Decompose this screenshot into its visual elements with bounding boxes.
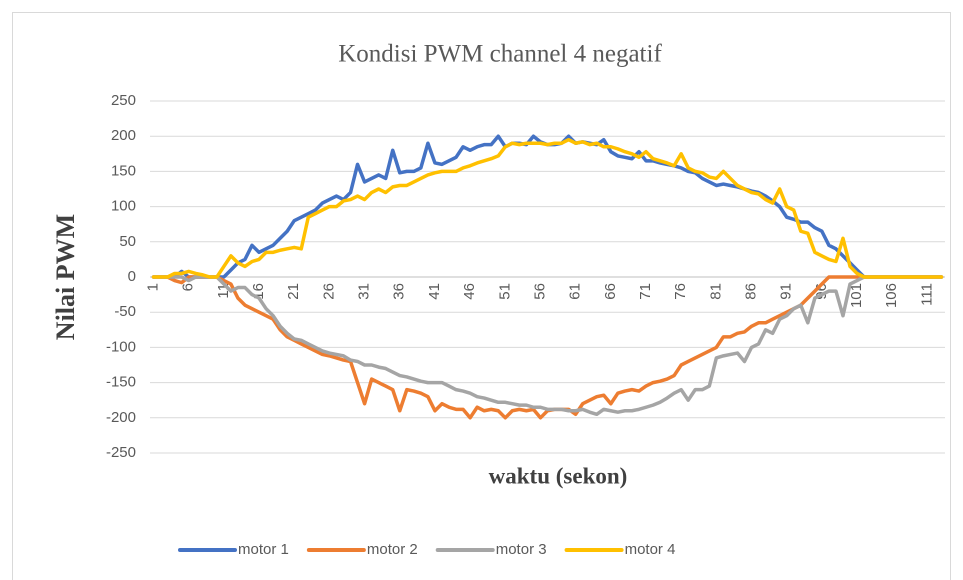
x-tick-label: 56 [531,283,548,300]
y-tick-label: -50 [114,303,136,320]
legend-label: motor 3 [496,541,547,558]
chart-title: Kondisi PWM channel 4 negatif [338,41,662,68]
legend-label: motor 4 [625,541,676,558]
y-axis-title: Nilai PWM [51,214,80,340]
series-line [151,137,944,279]
x-tick-label: 36 [391,283,408,300]
y-tick-label: 250 [111,92,136,109]
x-tick-label: 86 [742,283,759,300]
y-tick-label: -100 [106,338,136,355]
x-tick-label: 6 [180,283,197,291]
x-tick-label: 21 [285,283,302,300]
series-line [151,275,944,417]
x-tick-label: 66 [602,283,619,300]
x-tick-label: 31 [356,283,373,300]
x-axis-title: waktu (sekon) [489,463,628,488]
y-tick-label: 100 [111,198,136,215]
x-tick-label: 41 [426,283,443,300]
legend-label: motor 2 [367,541,418,558]
x-tick-label: 111 [918,283,935,306]
y-tick-label: 50 [119,233,136,250]
x-tick-label: 71 [637,283,654,300]
x-tick-label: 106 [883,283,900,308]
x-tick-label: 61 [567,283,584,300]
x-tick-label: 76 [672,283,689,300]
y-tick-label: -250 [106,444,136,461]
x-tick-label: 26 [320,283,337,300]
chart-frame [12,12,951,580]
y-tick-label: 150 [111,162,136,179]
x-tick-label: 51 [496,283,513,300]
y-tick-label: 0 [128,268,136,285]
legend-label: motor 1 [238,541,289,558]
y-tick-label: -200 [106,409,136,426]
y-tick-label: 200 [111,127,136,144]
x-tick-label: 91 [778,283,795,300]
x-tick-label: 46 [461,283,478,300]
x-tick-label: 1 [144,283,161,291]
y-tick-label: -150 [106,374,136,391]
x-tick-label: 81 [707,283,724,300]
x-tick-label: 101 [848,283,865,308]
